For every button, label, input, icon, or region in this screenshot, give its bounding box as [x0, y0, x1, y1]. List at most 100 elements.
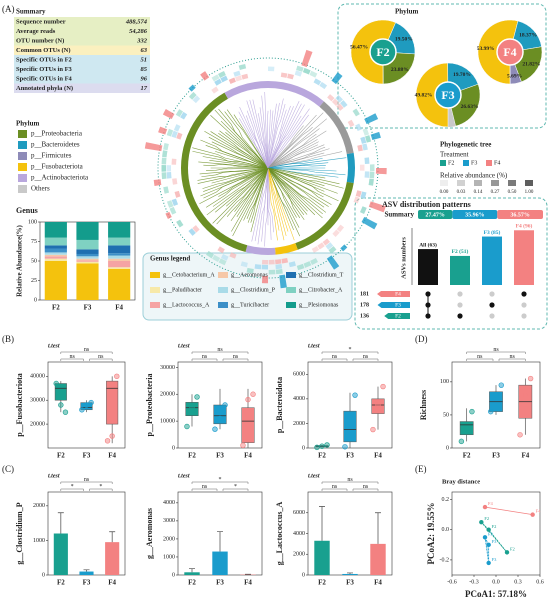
- tree-heat-cell: [261, 264, 268, 270]
- significance-bracket: [191, 481, 249, 484]
- y-tick-label: 100: [440, 379, 449, 385]
- summary-label: Specific OTUs in F4: [16, 75, 73, 82]
- bar-segment: [76, 260, 99, 262]
- y-tick-label: 1000: [163, 554, 175, 560]
- data-point: [463, 425, 470, 431]
- donut-label: 19.50%: [395, 36, 413, 42]
- y-axis-label: ASVs numbers: [400, 237, 407, 279]
- data-point: [250, 391, 256, 397]
- summary-row: [14, 74, 150, 84]
- significance-label: ns: [202, 354, 208, 360]
- tree-branch: [199, 167, 269, 175]
- tree-heat-cell: [369, 171, 375, 179]
- legend-label: p__Actinobacteriota: [31, 174, 89, 182]
- bar-segment: [76, 263, 99, 300]
- tree-outer-bar: [331, 72, 343, 85]
- tree-outer-bar: [162, 109, 175, 119]
- tree-branch: [258, 113, 269, 169]
- tree-branch: [204, 131, 269, 169]
- summary-label: Summary: [384, 211, 414, 219]
- donut-label: 19.70%: [453, 72, 471, 78]
- tree-heat-cell: [317, 242, 325, 250]
- data-point: [482, 535, 488, 540]
- tree-branch: [267, 103, 277, 169]
- bar-segment: [76, 261, 99, 264]
- bar-segment: [108, 268, 131, 300]
- tree-branch: [267, 110, 274, 169]
- tree-heat-cell: [169, 206, 177, 215]
- summary-value: 96: [141, 75, 148, 82]
- data-point: [347, 414, 353, 420]
- abundance-swatch: [457, 180, 465, 186]
- tree-branch: [201, 167, 269, 178]
- significance-label: ns: [477, 354, 483, 360]
- summary-title: Summary: [16, 8, 46, 16]
- legend-swatch: [218, 287, 228, 293]
- tree-heat-cell: [229, 252, 237, 259]
- error-bar: [109, 531, 116, 543]
- tree-heat-cell: [166, 165, 172, 172]
- significance-label: ns: [347, 477, 353, 483]
- bar: [514, 230, 534, 285]
- tree-heat-cell: [325, 242, 334, 250]
- bar-segment: [44, 258, 67, 261]
- x-tick-label: F2: [188, 579, 196, 587]
- tree-branch: [267, 165, 326, 169]
- data-point: [482, 504, 488, 510]
- x-tick-label: F2: [463, 452, 471, 460]
- tree-phylum-ring: [268, 81, 324, 107]
- tree-heat-cell: [328, 246, 337, 254]
- y-axis-label: p__Fusobacteriota: [15, 373, 24, 437]
- legend-label: p__Fusobacteriota: [31, 163, 84, 171]
- tree-heat-cell: [172, 178, 178, 185]
- tree-branch: [218, 132, 269, 169]
- x-tick-label: F3: [216, 579, 224, 587]
- data-point: [79, 407, 85, 413]
- pie-frame: [337, 3, 547, 129]
- x-tick-label: F4: [521, 452, 529, 460]
- summary-value: 51: [141, 56, 148, 63]
- summary-label: Common OTUs (N): [16, 47, 71, 54]
- summary-segment: [452, 210, 498, 219]
- bar-segment: [44, 252, 67, 255]
- point-label: F2: [484, 516, 489, 521]
- data-point: [479, 519, 484, 525]
- tree-heat-cell: [302, 67, 311, 75]
- tree-branch: [267, 144, 325, 169]
- tree-branch: [267, 167, 346, 176]
- y-tick-label: 10000: [160, 419, 175, 425]
- tree-branch: [267, 167, 305, 220]
- set-size-label: 178: [360, 302, 369, 308]
- tree-heat-cell: [362, 143, 368, 151]
- legend-swatch: [150, 287, 160, 293]
- tree-heat-cell: [288, 261, 296, 268]
- data-point: [83, 402, 90, 408]
- bar-label: F2 (51): [452, 248, 469, 255]
- x-tick-label: -0.3: [469, 579, 479, 585]
- donut-label: 21.82%: [522, 61, 540, 67]
- tree-branch: [267, 167, 301, 219]
- significance-label: ns: [233, 354, 239, 360]
- set-name: F2: [395, 313, 401, 319]
- x-tick-label: F3: [83, 579, 91, 587]
- significance-label: ns: [217, 347, 223, 353]
- data-point: [370, 426, 376, 433]
- donut-label: 18.37%: [519, 33, 537, 39]
- error-bar: [217, 531, 223, 552]
- summary-value: 63: [141, 47, 148, 54]
- legend-label: g__Cetobacterium_A: [163, 272, 215, 278]
- significance-bracket: [60, 351, 113, 354]
- tree-branch: [198, 161, 269, 169]
- tree-heat-cell: [335, 94, 343, 103]
- tree-outer-bar: [340, 244, 348, 252]
- summary-value: 54,286: [129, 28, 148, 35]
- legend-swatch: [286, 302, 296, 308]
- summary-row: [14, 17, 150, 27]
- y-tick-label: -0.2: [440, 557, 450, 563]
- significance-label: ns: [332, 484, 338, 490]
- data-point: [217, 415, 223, 422]
- tree-branch: [267, 167, 308, 215]
- tree-branch: [209, 159, 269, 169]
- box-body: [343, 410, 357, 443]
- genus-legend-title: Genus legend: [150, 255, 190, 263]
